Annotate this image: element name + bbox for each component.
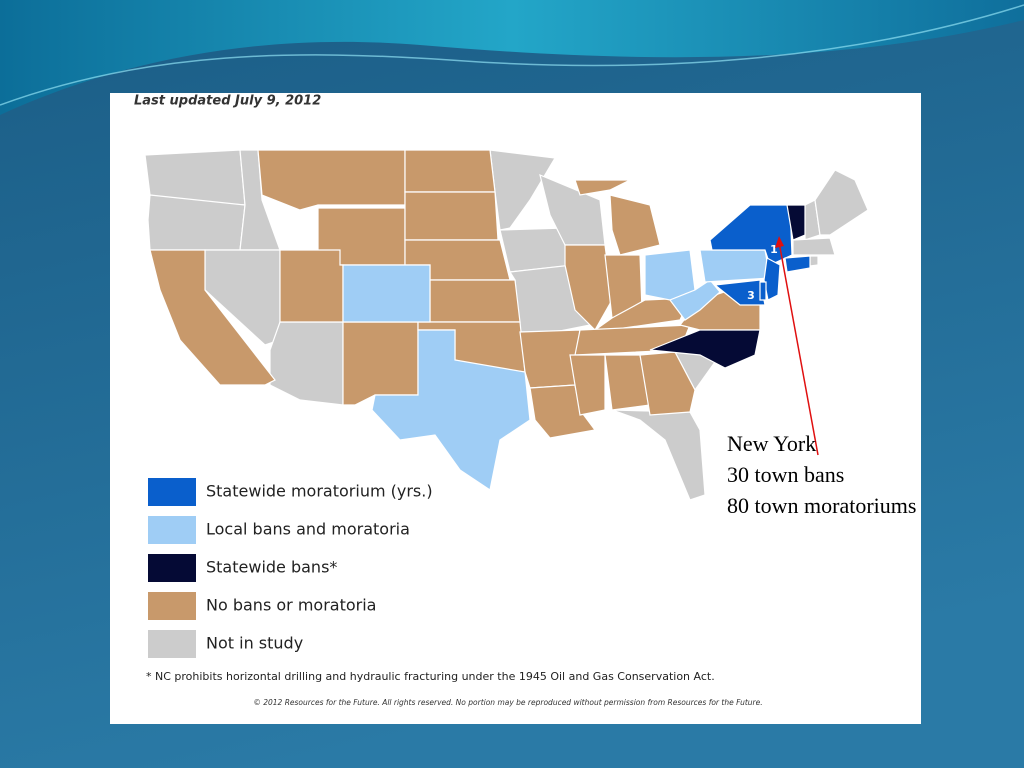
annotation-line: 30 town bans [727, 462, 844, 487]
legend-label: Statewide moratorium (yrs.) [206, 482, 433, 501]
copyright: © 2012 Resources for the Future. All rig… [253, 698, 762, 707]
update-note: Last updated July 9, 2012 [134, 94, 321, 109]
annotation-line: 80 town moratoriums [727, 493, 916, 518]
legend-swatch [148, 478, 196, 506]
legend-label: No bans or moratoria [206, 596, 376, 615]
moratorium-states [709, 204, 811, 306]
legend-swatch [148, 554, 196, 582]
legend-swatch [148, 630, 196, 658]
legend: Statewide moratorium (yrs.) Local bans a… [148, 478, 433, 658]
legend-label: Not in study [206, 634, 303, 653]
annotation-arrow [778, 241, 819, 456]
legend-swatch [148, 592, 196, 620]
local-bans-states [342, 249, 771, 491]
legend-label: Statewide bans* [206, 558, 337, 577]
annotation-line: New York [727, 431, 816, 456]
statewide-ban-states [649, 204, 806, 369]
map [144, 149, 869, 501]
footnote: * NC prohibits horizontal drilling and h… [146, 670, 715, 683]
legend-swatch [148, 516, 196, 544]
wave [0, 0, 1024, 115]
arrow-head [775, 236, 784, 248]
wave-line [0, 4, 1024, 106]
map-label: 3 [747, 289, 755, 302]
no-bans-states [149, 149, 761, 439]
map-label: 1 [770, 243, 778, 256]
legend-label: Local bans and moratoria [206, 520, 410, 539]
